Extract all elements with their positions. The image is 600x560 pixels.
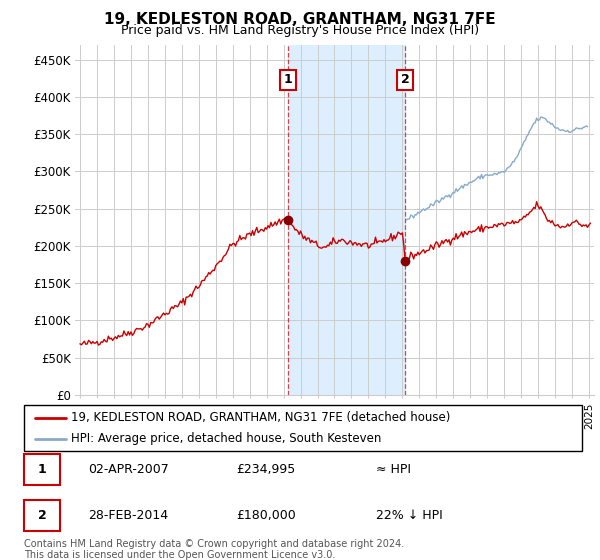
FancyBboxPatch shape (24, 500, 60, 531)
Bar (288, 45, 405, 395)
Text: HPI: Average price, detached house, South Kesteven: HPI: Average price, detached house, Sout… (71, 432, 382, 445)
Text: Contains HM Land Registry data © Crown copyright and database right 2024.
This d: Contains HM Land Registry data © Crown c… (24, 539, 404, 560)
Text: 1: 1 (283, 73, 292, 86)
Text: 2: 2 (38, 509, 47, 522)
Text: 2: 2 (401, 73, 410, 86)
Text: 22% ↓ HPI: 22% ↓ HPI (376, 509, 442, 522)
Text: Price paid vs. HM Land Registry's House Price Index (HPI): Price paid vs. HM Land Registry's House … (121, 24, 479, 36)
FancyBboxPatch shape (24, 454, 60, 486)
Text: £234,995: £234,995 (236, 463, 295, 477)
Text: ≈ HPI: ≈ HPI (376, 463, 410, 477)
Text: £180,000: £180,000 (236, 509, 296, 522)
Text: 28-FEB-2014: 28-FEB-2014 (88, 509, 168, 522)
Text: 1: 1 (38, 463, 47, 477)
Text: 19, KEDLESTON ROAD, GRANTHAM, NG31 7FE (detached house): 19, KEDLESTON ROAD, GRANTHAM, NG31 7FE (… (71, 411, 451, 424)
Text: 02-APR-2007: 02-APR-2007 (88, 463, 169, 477)
Text: 19, KEDLESTON ROAD, GRANTHAM, NG31 7FE: 19, KEDLESTON ROAD, GRANTHAM, NG31 7FE (104, 12, 496, 27)
